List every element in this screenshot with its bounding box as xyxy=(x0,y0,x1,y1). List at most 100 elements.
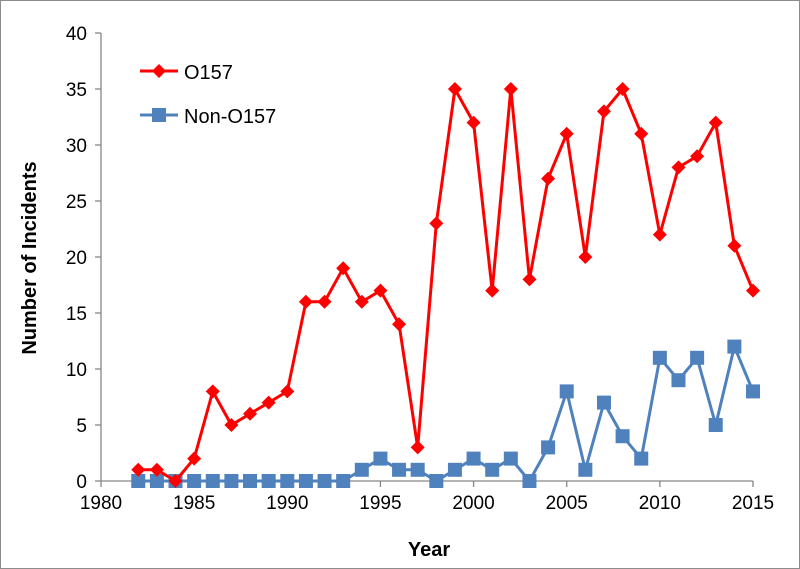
data-point-non-o157 xyxy=(690,350,705,365)
data-point-o157 xyxy=(485,283,500,298)
data-point-o157 xyxy=(205,384,220,399)
y-tick-label: 30 xyxy=(66,136,87,157)
data-point-non-o157 xyxy=(373,451,388,466)
data-point-non-o157 xyxy=(187,474,202,488)
legend-swatch-marker-o157 xyxy=(152,64,166,78)
data-point-non-o157 xyxy=(596,395,611,410)
y-tick-label: 10 xyxy=(66,360,87,381)
x-tick-label: 2005 xyxy=(546,493,588,514)
y-tick-label: 40 xyxy=(66,24,87,45)
data-point-non-o157 xyxy=(541,440,556,455)
data-point-o157 xyxy=(261,395,276,410)
series-line-non-o157 xyxy=(138,345,755,483)
data-point-o157 xyxy=(131,462,146,477)
data-point-non-o157 xyxy=(634,451,649,466)
y-tick-label: 25 xyxy=(66,192,87,213)
data-point-o157 xyxy=(522,272,537,287)
data-point-o157 xyxy=(392,317,407,332)
y-tick-labels: 0 5 10 15 20 25 30 35 40 xyxy=(66,24,87,493)
data-point-non-o157 xyxy=(392,462,407,477)
data-point-o157 xyxy=(410,440,425,455)
y-tick-label: 5 xyxy=(76,416,87,437)
axes xyxy=(95,32,754,487)
data-point-o157 xyxy=(243,406,258,421)
data-point-o157 xyxy=(149,462,164,477)
data-point-o157 xyxy=(596,104,611,119)
data-point-o157 xyxy=(746,283,760,298)
data-point-non-o157 xyxy=(485,462,500,477)
data-point-non-o157 xyxy=(298,474,313,488)
data-point-non-o157 xyxy=(317,474,332,488)
data-point-o157 xyxy=(503,82,518,96)
data-point-o157 xyxy=(559,126,574,141)
y-tick-label: 15 xyxy=(66,304,87,325)
data-point-non-o157 xyxy=(466,451,481,466)
x-tick-labels: 1980 1985 1990 1995 2000 2005 2010 2015 xyxy=(80,493,774,514)
data-point-non-o157 xyxy=(131,474,146,488)
data-point-o157 xyxy=(578,250,593,264)
data-point-o157 xyxy=(168,474,183,488)
data-point-non-o157 xyxy=(727,339,742,354)
data-point-non-o157 xyxy=(429,474,444,488)
data-point-o157 xyxy=(187,451,202,466)
x-tick-label: 2015 xyxy=(732,493,774,514)
data-point-non-o157 xyxy=(559,384,574,399)
x-tick-label: 1995 xyxy=(359,493,401,514)
legend-item-non-o157: Non-O157 xyxy=(140,106,276,128)
data-point-non-o157 xyxy=(708,418,723,432)
data-point-non-o157 xyxy=(652,350,667,365)
legend-swatch-marker-non-o157 xyxy=(152,108,166,122)
data-point-o157 xyxy=(466,115,481,130)
y-axis-title: Number of Incidents xyxy=(19,161,41,354)
data-point-non-o157 xyxy=(336,474,351,488)
data-point-o157 xyxy=(317,294,332,309)
data-point-o157 xyxy=(671,160,686,175)
series-line-o157 xyxy=(138,87,755,483)
x-tick-label: 1990 xyxy=(266,493,308,514)
series-non-o157 xyxy=(131,339,760,488)
data-point-non-o157 xyxy=(149,474,164,488)
x-tick-label: 2010 xyxy=(639,493,681,514)
data-point-non-o157 xyxy=(354,462,369,477)
data-point-o157 xyxy=(336,261,351,276)
data-point-o157 xyxy=(634,126,649,141)
data-point-o157 xyxy=(224,418,239,432)
data-point-o157 xyxy=(615,82,630,96)
data-point-non-o157 xyxy=(261,474,276,488)
x-axis-title: Year xyxy=(408,539,450,561)
y-tick-label: 35 xyxy=(66,80,87,101)
x-tick-label: 1980 xyxy=(80,493,122,514)
data-point-o157 xyxy=(354,294,369,309)
data-point-non-o157 xyxy=(280,474,295,488)
data-point-non-o157 xyxy=(746,384,760,399)
data-point-o157 xyxy=(727,238,742,253)
data-point-non-o157 xyxy=(522,474,537,488)
data-point-o157 xyxy=(280,384,295,399)
data-point-non-o157 xyxy=(205,474,220,488)
series-o157 xyxy=(131,82,760,488)
x-tick-label: 1985 xyxy=(173,493,215,514)
data-point-non-o157 xyxy=(447,462,462,477)
x-tick-label: 2000 xyxy=(452,493,494,514)
legend-label-o157: O157 xyxy=(184,62,233,84)
series-layer xyxy=(131,82,760,488)
data-point-o157 xyxy=(373,283,388,298)
y-tick-label: 20 xyxy=(66,248,87,269)
data-point-o157 xyxy=(429,216,444,231)
data-point-non-o157 xyxy=(224,474,239,488)
data-point-non-o157 xyxy=(503,451,518,466)
y-tick-label: 0 xyxy=(76,472,87,493)
data-point-non-o157 xyxy=(243,474,258,488)
data-point-o157 xyxy=(708,115,723,130)
data-point-o157 xyxy=(447,82,462,96)
data-point-o157 xyxy=(541,171,556,186)
data-point-o157 xyxy=(298,294,313,309)
data-point-non-o157 xyxy=(410,462,425,477)
data-point-non-o157 xyxy=(615,429,630,444)
data-point-non-o157 xyxy=(671,373,686,388)
data-point-o157 xyxy=(652,227,667,242)
legend-label-non-o157: Non-O157 xyxy=(184,106,276,128)
legend: O157 Non-O157 xyxy=(140,62,276,128)
legend-item-o157: O157 xyxy=(140,62,233,84)
